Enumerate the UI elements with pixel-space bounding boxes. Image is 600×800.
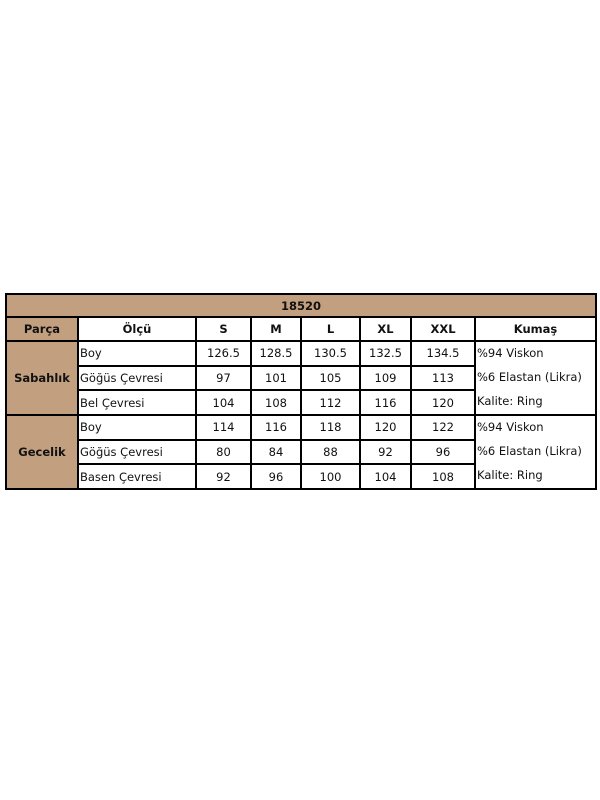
size-value: 80 [195,438,252,466]
group-name: Sabahlık [5,340,79,416]
table-row: Gecelik Boy 114 116 118 120 122 %94 Viskon %6 El… [5,414,598,490]
header-l: L [300,316,361,342]
measure-label: Göğüs Çevresi [77,364,197,392]
table-row: Basen Çevresi 92 96 100 104 108 [6,463,596,490]
size-value: 84 [250,438,302,466]
size-value: 96 [410,438,476,466]
table-row: Göğüs Çevresi 97 101 105 109 113 [6,364,596,392]
size-value: 120 [359,414,412,441]
header-m: M [250,316,302,342]
measure-label: Basen Çevresi [77,463,197,490]
size-value: 109 [359,364,412,392]
measure-label: Bel Çevresi [77,389,197,416]
size-value: 104 [195,389,252,416]
group-name: Gecelik [5,414,79,490]
size-value: 108 [410,463,476,490]
size-value: 118 [300,414,361,441]
fabric-line: %94 Viskon [477,420,544,434]
size-value: 128.5 [250,340,302,367]
size-value: 88 [300,438,361,466]
header-olcu: Ölçü [77,316,197,342]
size-value: 97 [195,364,252,392]
size-value: 112 [300,389,361,416]
fabric-cell: %94 Viskon %6 Elastan (Likra) Kalite: Ring [473,340,598,416]
fabric-line: %6 Elastan (Likra) [477,444,582,458]
fabric-line: Kalite: Ring [477,468,543,482]
size-value: 126.5 [195,340,252,367]
header-row: Parça Ölçü S M L XL XXL Kumaş [5,316,598,342]
size-value: 96 [250,463,302,490]
header-s: S [195,316,252,342]
table-row: Sabahlık Boy 126.5 128.5 130.5 132.5 134.5 %94 … [5,340,598,416]
header-xl: XL [359,316,412,342]
fabric-line: Kalite: Ring [477,394,543,408]
fabric-cell: %94 Viskon %6 Elastan (Likra) Kalite: Ring [473,414,598,490]
header-xxl: XXL [410,316,476,342]
measure-label: Göğüs Çevresi [77,438,197,466]
size-value: 116 [359,389,412,416]
table-row: Göğüs Çevresi 80 84 88 92 96 [6,438,596,466]
header-kumas: Kumaş [473,316,598,342]
size-value: 132.5 [359,340,412,367]
size-value: 104 [359,463,412,490]
size-value: 113 [410,364,476,392]
product-code: 18520 [4,293,598,318]
size-value: 130.5 [300,340,361,367]
size-value: 100 [300,463,361,490]
size-value: 134.5 [410,340,476,367]
measure-label: Boy [77,340,197,367]
size-chart-table: 18520 Parça Ölçü S M L XL XXL Kumaş Saba… [4,293,598,490]
title-row: 18520 [4,293,598,318]
size-value: 101 [250,364,302,392]
size-value: 92 [195,463,252,490]
size-value: 122 [410,414,476,441]
measure-label: Boy [77,414,197,441]
size-value: 108 [250,389,302,416]
size-value: 92 [359,438,412,466]
size-value: 114 [195,414,252,441]
fabric-line: %94 Viskon [477,346,544,360]
size-value: 116 [250,414,302,441]
size-value: 105 [300,364,361,392]
size-value: 120 [410,389,476,416]
fabric-line: %6 Elastan (Likra) [477,370,582,384]
table-row: Bel Çevresi 104 108 112 116 120 [6,389,596,416]
header-parca: Parça [5,316,79,342]
